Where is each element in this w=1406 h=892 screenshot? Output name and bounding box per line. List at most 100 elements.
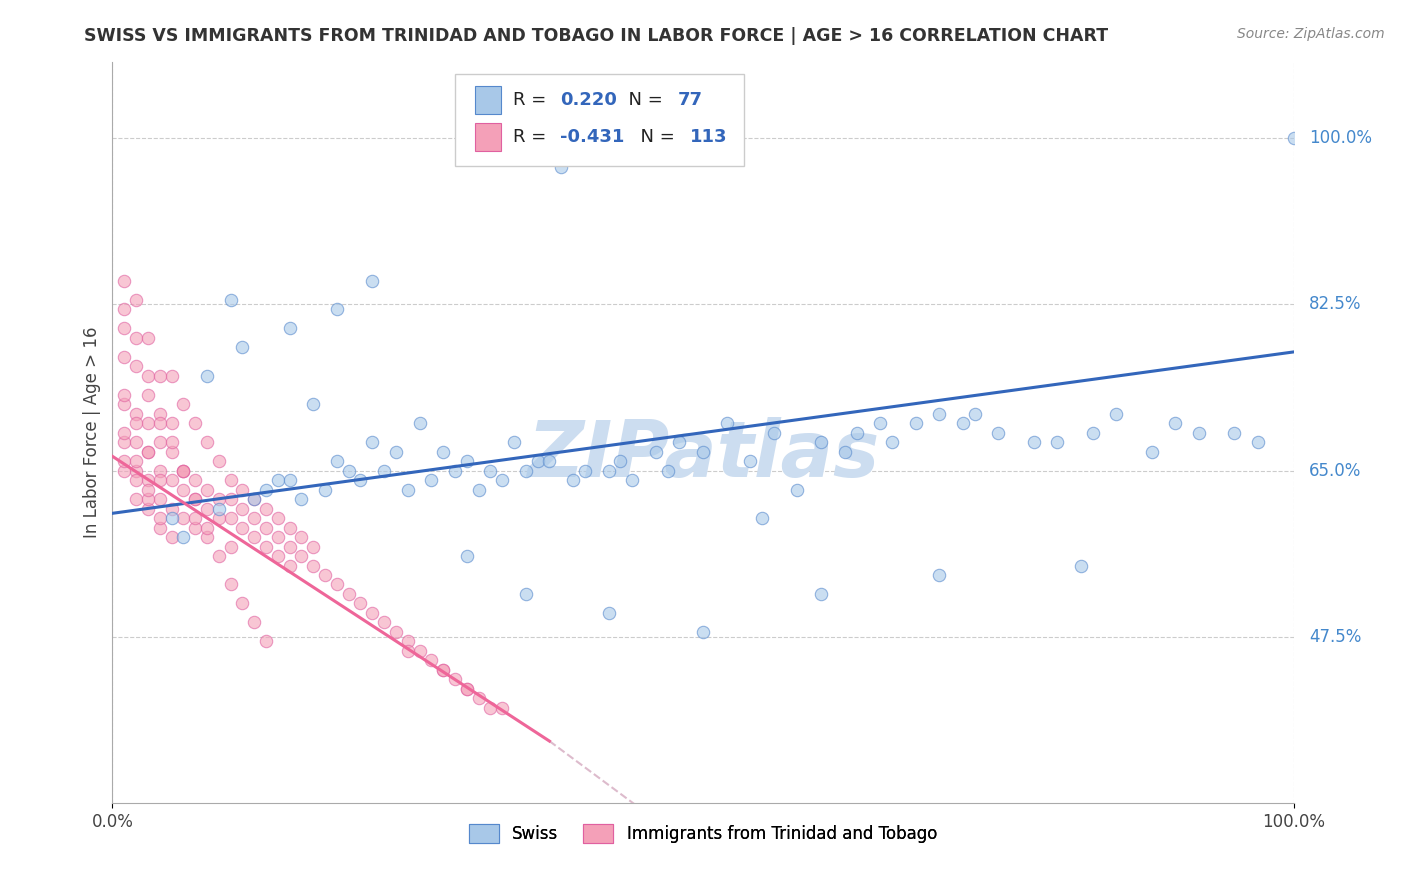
Point xyxy=(219,511,242,525)
Point xyxy=(880,435,903,450)
Point xyxy=(125,407,148,421)
Point xyxy=(112,397,135,411)
Point xyxy=(337,587,360,601)
Point xyxy=(598,606,620,620)
Text: 47.5%: 47.5% xyxy=(1309,628,1361,646)
Point xyxy=(172,511,194,525)
Point xyxy=(112,454,135,468)
Point xyxy=(149,511,172,525)
Point xyxy=(716,416,738,430)
Point xyxy=(278,540,301,554)
Point xyxy=(762,425,785,440)
Point xyxy=(302,397,325,411)
Point xyxy=(598,464,620,478)
Point xyxy=(692,624,714,639)
Point xyxy=(136,368,159,383)
Point xyxy=(1164,416,1187,430)
Point xyxy=(373,464,395,478)
Point xyxy=(396,634,419,648)
Point xyxy=(1140,444,1163,458)
Point xyxy=(609,454,631,468)
Point xyxy=(254,634,277,648)
Point xyxy=(314,483,336,497)
Point xyxy=(136,491,159,506)
Text: 82.5%: 82.5% xyxy=(1309,295,1361,313)
Point xyxy=(112,464,135,478)
Point xyxy=(562,473,585,487)
Point xyxy=(444,673,467,687)
Point xyxy=(125,454,148,468)
Point xyxy=(149,520,172,534)
Point xyxy=(219,540,242,554)
Point xyxy=(231,483,253,497)
Point xyxy=(149,473,172,487)
Text: R =: R = xyxy=(513,91,551,109)
Point xyxy=(408,644,430,658)
Point xyxy=(125,293,148,307)
Point xyxy=(208,501,231,516)
FancyBboxPatch shape xyxy=(475,123,501,152)
Point xyxy=(112,435,135,450)
FancyBboxPatch shape xyxy=(456,73,744,166)
Point xyxy=(136,501,159,516)
Point xyxy=(668,435,690,450)
Point xyxy=(1282,131,1305,145)
Text: -0.431: -0.431 xyxy=(560,128,624,146)
Point xyxy=(963,407,986,421)
Point xyxy=(361,274,384,288)
Point xyxy=(692,444,714,458)
Point xyxy=(1247,435,1270,450)
Point xyxy=(467,691,489,706)
Point xyxy=(112,387,135,401)
Point xyxy=(160,444,183,458)
Point xyxy=(136,444,159,458)
FancyBboxPatch shape xyxy=(475,87,501,114)
Point xyxy=(254,483,277,497)
Point xyxy=(172,464,194,478)
Point xyxy=(740,454,762,468)
Point xyxy=(172,483,194,497)
Point xyxy=(267,473,290,487)
Text: R =: R = xyxy=(513,128,551,146)
Text: SWISS VS IMMIGRANTS FROM TRINIDAD AND TOBAGO IN LABOR FORCE | AGE > 16 CORRELATI: SWISS VS IMMIGRANTS FROM TRINIDAD AND TO… xyxy=(84,27,1108,45)
Point xyxy=(208,511,231,525)
Point xyxy=(420,653,443,667)
Point xyxy=(112,274,135,288)
Point xyxy=(326,577,349,591)
Point xyxy=(136,331,159,345)
Text: 100.0%: 100.0% xyxy=(1309,129,1372,147)
Text: 65.0%: 65.0% xyxy=(1309,461,1361,480)
Point xyxy=(112,350,135,364)
Point xyxy=(834,444,856,458)
Point xyxy=(112,302,135,317)
Point xyxy=(125,359,148,374)
Point xyxy=(160,511,183,525)
Point xyxy=(290,549,312,563)
Point xyxy=(125,435,148,450)
Point xyxy=(125,464,148,478)
Point xyxy=(928,568,950,582)
Point xyxy=(254,520,277,534)
Point xyxy=(1223,425,1246,440)
Point xyxy=(644,444,666,458)
Point xyxy=(396,644,419,658)
Point xyxy=(231,597,253,611)
Point xyxy=(231,520,253,534)
Point xyxy=(538,454,561,468)
Point xyxy=(195,530,218,544)
Point xyxy=(456,681,478,696)
Point xyxy=(125,416,148,430)
Point xyxy=(503,435,526,450)
Point xyxy=(1081,425,1104,440)
Point xyxy=(952,416,974,430)
Point xyxy=(149,464,172,478)
Point xyxy=(195,435,218,450)
Point xyxy=(349,473,371,487)
Point xyxy=(184,491,207,506)
Point xyxy=(136,444,159,458)
Point xyxy=(396,483,419,497)
Point xyxy=(231,501,253,516)
Point xyxy=(1022,435,1045,450)
Text: N =: N = xyxy=(628,128,681,146)
Point xyxy=(136,387,159,401)
